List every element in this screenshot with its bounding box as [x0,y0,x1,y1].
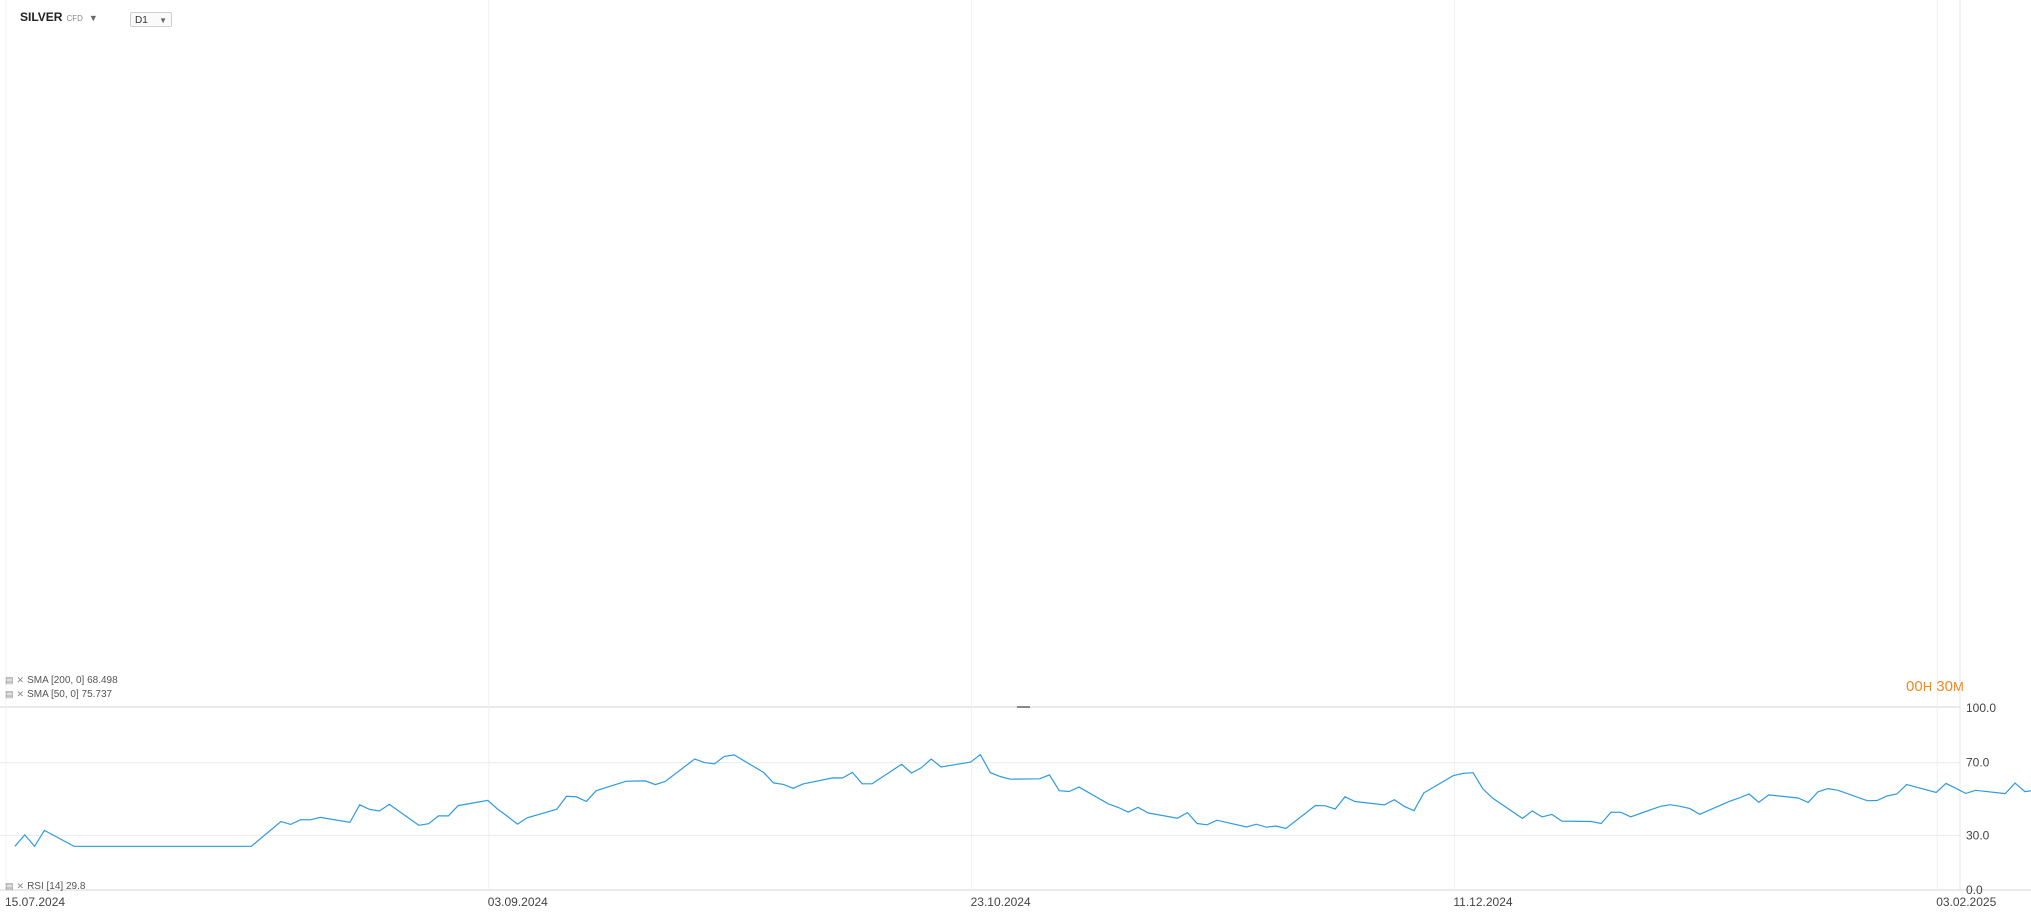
x-tick-label: 11.12.2024 [1453,895,1512,909]
x-tick-label: 23.10.2024 [971,895,1031,909]
symbol-selector[interactable]: SILVER CFD ▼ [20,10,98,24]
x-tick-label: 15.07.2024 [5,895,65,909]
close-icon[interactable]: ✕ [16,881,25,891]
x-tick-label: 03.09.2024 [488,895,548,909]
settings-icon[interactable]: ▤ [5,675,14,685]
legend-sma-200[interactable]: ▤ ✕ SMA [200, 0] 68.498 [5,675,118,686]
symbol-type: CFD [66,14,83,23]
legend-rsi-label: RSI [14] 29.8 [27,881,86,892]
settings-icon[interactable]: ▤ [5,689,14,699]
legend-sma-50[interactable]: ▤ ✕ SMA [50, 0] 75.737 [5,689,112,700]
rsi-tick-label: 100.0 [1966,701,1996,715]
rsi-tick-label: 30.0 [1966,828,1990,842]
timer-minutes-unit: M [1952,679,1964,694]
legend-sma-50-label: SMA [50, 0] 75.737 [27,689,113,700]
timer-hours-unit: H [1922,679,1933,694]
chevron-down-icon: ▼ [159,16,167,25]
close-icon[interactable]: ✕ [16,689,25,699]
x-tick-label: 03.02.2025 [1936,895,1996,909]
close-icon[interactable]: ✕ [16,675,25,685]
timer-minutes: 30 [1936,678,1953,695]
rsi-tick-label: 70.0 [1966,756,1990,770]
symbol-name: SILVER [20,10,63,24]
candle-countdown: 00H 30M [1906,678,1964,695]
timer-hours: 00 [1906,678,1923,695]
timeframe-value: D1 [135,15,148,26]
rsi-line [14,753,2031,848]
timeframe-select[interactable]: D1 ▼ [130,12,172,27]
chevron-down-icon[interactable]: ▼ [88,13,98,23]
legend-sma-200-label: SMA [200, 0] 68.498 [27,675,118,686]
legend-rsi[interactable]: ▤ ✕ RSI [14] 29.8 [5,881,85,892]
rsi-tick-label: 0.0 [1966,883,1983,897]
settings-icon[interactable]: ▤ [5,881,14,891]
